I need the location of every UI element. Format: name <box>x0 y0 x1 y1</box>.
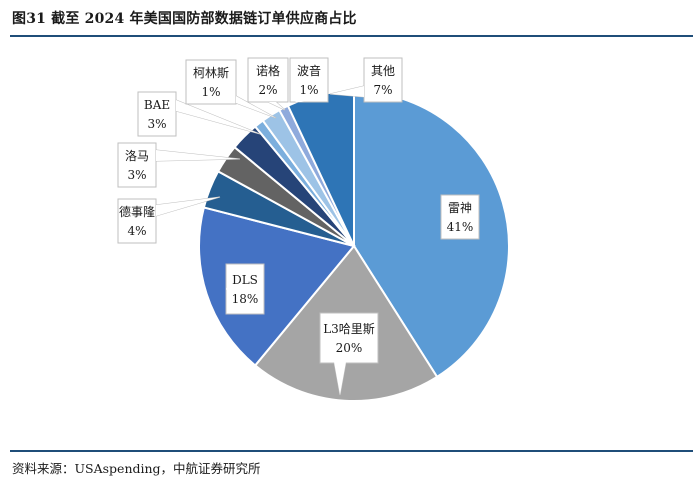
slice-callout-9: 其他 7% <box>329 57 403 103</box>
slice-value-label: 3% <box>147 117 166 131</box>
slice-name-label: BAE <box>144 98 170 112</box>
callout-box <box>319 312 379 364</box>
slice-callout-3: 德事隆 4% <box>117 196 221 244</box>
pie-slice-2 <box>198 206 356 367</box>
callout-box <box>117 142 157 188</box>
callout-box <box>440 194 480 240</box>
slice-name-label: 洛马 <box>125 148 149 163</box>
figure-title: 图31 截至 2024 年美国国防部数据链订单供应商占比 <box>12 11 357 27</box>
slice-value-label: 20% <box>336 341 363 355</box>
slice-callout-6: 柯林斯 1% <box>185 59 277 119</box>
slice-name-label: 雷神 <box>448 201 472 215</box>
callout-box <box>247 57 289 103</box>
callout-box <box>185 59 237 105</box>
slice-name-label: 柯林斯 <box>193 66 229 80</box>
slice-name-label: 波音 <box>297 63 321 78</box>
callout-pointer-fill <box>330 86 364 97</box>
slice-callout-7: 诺格 2% <box>247 57 289 111</box>
source-note: 资料来源：USAspending，中航证券研究所 <box>12 461 261 476</box>
slice-value-label: 4% <box>127 224 146 238</box>
slice-value-label: 41% <box>447 220 474 234</box>
slice-name-label: 诺格 <box>256 63 280 78</box>
slice-value-label: 1% <box>201 85 220 99</box>
callout-pointer-fill <box>156 197 220 216</box>
callout-pointer-fill <box>292 100 304 102</box>
slice-callout-8: 波音 1% <box>289 57 329 103</box>
callout-box <box>363 57 403 103</box>
slice-name-label: L3哈里斯 <box>323 322 375 336</box>
slice-name-label: DLS <box>232 273 258 287</box>
callout-box <box>117 198 157 244</box>
callout-pointer-fill <box>334 362 346 395</box>
callout-pointer-fill <box>226 280 229 296</box>
slice-name-label: 其他 <box>371 64 395 78</box>
callout-pointer-fill <box>156 150 240 161</box>
slice-value-label: 18% <box>232 292 259 306</box>
slice-value-label: 2% <box>258 83 277 97</box>
slice-callout-4: 洛马 3% <box>117 142 241 188</box>
slice-callout-0: 雷神 41% <box>440 194 480 240</box>
pie-labels: 雷神 41% L3哈里斯 20% DLS 18% 德事隆 4% 洛马 3% BAE 3% 柯林斯 1% 诺格… <box>117 57 480 396</box>
top-divider <box>10 35 693 37</box>
slice-name-label: 德事隆 <box>119 204 155 219</box>
slice-value-label: 3% <box>127 168 146 182</box>
slice-callout-5: BAE 3% <box>137 91 261 137</box>
slice-callout-1: L3哈里斯 20% <box>319 312 379 396</box>
callout-box <box>225 263 265 315</box>
slice-callout-2: DLS 18% <box>225 263 265 315</box>
slice-value-label: 7% <box>373 83 392 97</box>
callout-pointer-fill <box>176 100 260 134</box>
slice-value-label: 1% <box>299 83 318 97</box>
bottom-divider <box>10 450 693 452</box>
callout-pointer-fill <box>474 200 476 212</box>
callout-box <box>289 57 329 103</box>
callout-pointer-fill <box>236 96 276 118</box>
callout-box <box>137 91 177 137</box>
callout-pointer-fill <box>268 102 285 110</box>
